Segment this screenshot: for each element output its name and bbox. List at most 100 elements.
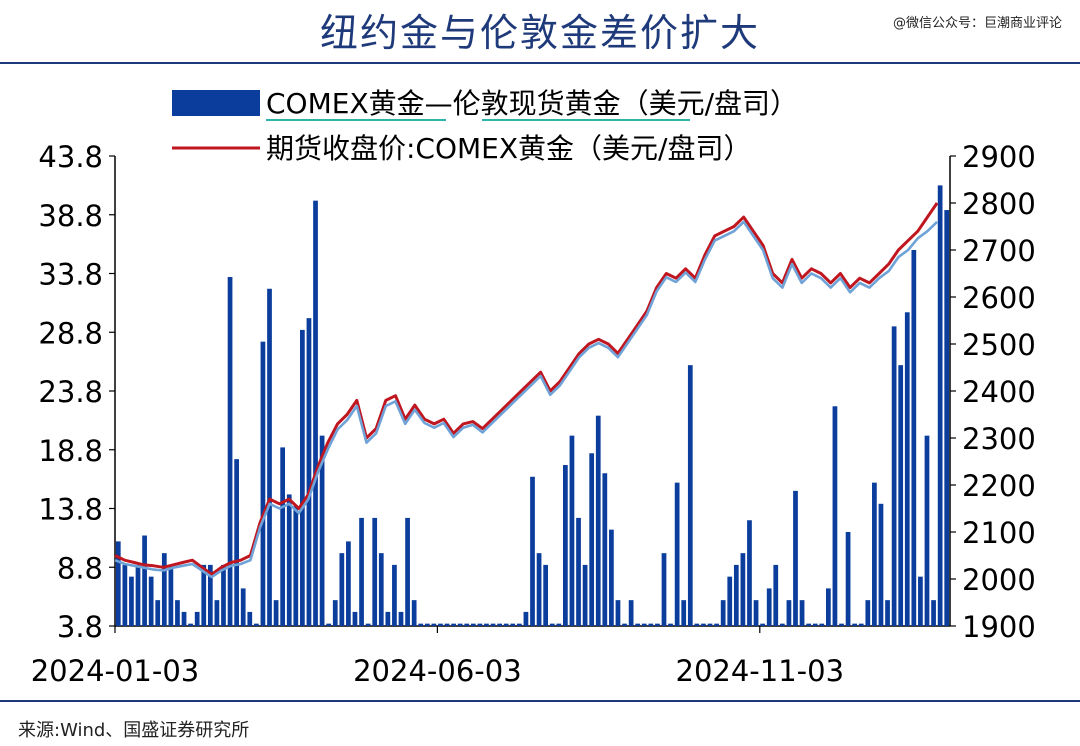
bar — [490, 623, 496, 626]
bar — [944, 210, 950, 627]
bar — [378, 553, 384, 626]
bar — [267, 288, 272, 626]
bar — [188, 623, 193, 626]
bar — [155, 600, 161, 626]
y-left-tick-label: 3.8 — [57, 610, 103, 644]
bar — [122, 564, 128, 626]
bar — [477, 623, 483, 626]
y-right-tick-label: 2700 — [962, 234, 1036, 268]
bar — [359, 517, 364, 626]
bar — [595, 415, 601, 626]
bar — [865, 600, 871, 626]
footer-divider — [0, 700, 1080, 702]
bar — [372, 517, 378, 626]
y-right-tick-label: 2900 — [962, 140, 1036, 174]
x-tick-label: 2024-11-03 — [676, 654, 845, 688]
bar — [819, 623, 825, 626]
bar — [609, 529, 614, 626]
bar — [313, 200, 318, 626]
bar — [655, 623, 660, 626]
y-left-tick-label: 43.8 — [38, 140, 103, 174]
bar — [464, 623, 470, 626]
bar — [253, 623, 259, 626]
bar — [227, 277, 233, 626]
bar — [563, 465, 568, 626]
bar — [898, 365, 904, 626]
bar — [556, 623, 562, 626]
title-divider — [0, 62, 1080, 64]
bar — [687, 365, 693, 626]
y-right-tick-label: 2500 — [962, 328, 1036, 362]
bar — [457, 623, 463, 626]
bar — [319, 435, 325, 626]
bar — [392, 564, 397, 626]
bar — [510, 623, 516, 626]
bar — [497, 623, 502, 626]
futures-line — [114, 202, 939, 576]
bar — [247, 611, 253, 626]
bar — [891, 326, 897, 627]
legend-line-label: 期货收盘价:COMEX黄金（美元/盘司） — [266, 132, 752, 165]
bar — [924, 435, 930, 626]
spot-line — [114, 220, 939, 579]
bar — [904, 312, 910, 626]
bar — [332, 600, 338, 626]
bar — [260, 341, 266, 626]
bar — [326, 623, 332, 626]
legend: COMEX黄金—伦敦现货黄金（美元/盘司） 期货收盘价:COMEX黄金（美元/盘… — [172, 87, 798, 165]
y-left-tick-label: 23.8 — [38, 375, 103, 409]
bar — [470, 623, 476, 626]
bar — [845, 532, 851, 626]
bar — [306, 318, 312, 626]
bar-series — [115, 185, 950, 627]
bar — [115, 541, 121, 626]
bar — [681, 600, 687, 626]
bar — [181, 611, 187, 626]
bar — [365, 623, 371, 626]
y-left-tick-label: 18.8 — [38, 434, 103, 468]
bar — [918, 576, 923, 626]
y-right-tick-label: 2800 — [962, 187, 1036, 221]
bar — [424, 623, 430, 626]
bar — [207, 564, 213, 626]
bar — [194, 611, 200, 626]
bar — [793, 490, 798, 627]
bar — [727, 576, 733, 626]
bar — [911, 250, 917, 626]
bar — [779, 623, 785, 626]
y-right-tick-label: 2300 — [962, 422, 1036, 456]
bar — [576, 517, 581, 626]
bar — [661, 553, 667, 626]
bar — [852, 623, 858, 626]
bar — [516, 623, 522, 626]
y-right-tick-label: 2100 — [962, 516, 1036, 550]
bar — [300, 329, 305, 626]
bar — [339, 553, 345, 626]
y-left-tick-label: 28.8 — [38, 316, 103, 350]
x-tick-label: 2024-06-03 — [353, 654, 522, 688]
bar — [806, 623, 811, 626]
page-title: 纽约金与伦敦金差价扩大 — [319, 11, 760, 55]
bar — [628, 600, 634, 626]
bar — [701, 623, 706, 626]
bar — [214, 600, 220, 626]
bar — [352, 611, 358, 626]
bar — [826, 588, 831, 626]
bar — [694, 623, 700, 626]
bar — [530, 476, 535, 626]
bar — [444, 623, 450, 626]
y-left-tick-label: 38.8 — [38, 199, 103, 233]
bar — [707, 623, 713, 626]
bar — [293, 506, 299, 626]
bar — [129, 576, 134, 626]
bar — [286, 494, 292, 626]
bar — [733, 564, 739, 626]
bar — [674, 482, 680, 626]
bar — [931, 600, 936, 626]
legend-bar-label: COMEX黄金—伦敦现货黄金（美元/盘司） — [266, 87, 798, 120]
bar — [747, 520, 752, 626]
bar — [635, 623, 641, 626]
watermark: @微信公众号：巨潮商业评论 — [892, 16, 1062, 31]
bar — [872, 482, 877, 626]
source-note: 来源:Wind、国盛证券研究所 — [18, 720, 250, 741]
